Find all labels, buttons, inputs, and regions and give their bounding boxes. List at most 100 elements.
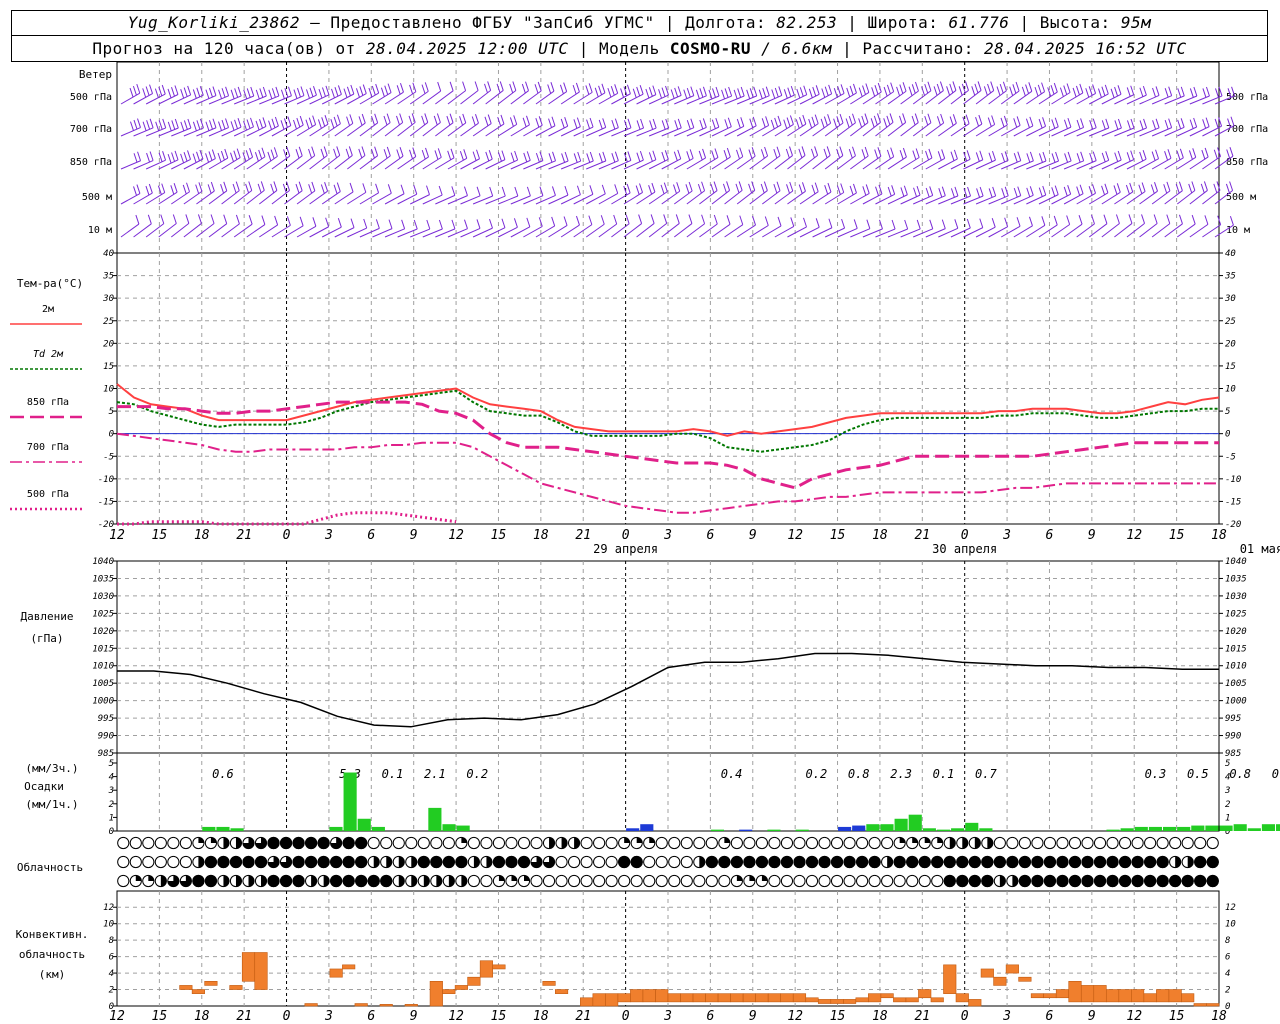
wind-barb-feather: [224, 148, 229, 159]
conv-cloud-bar: [329, 968, 343, 978]
wind-barb-feather: [196, 120, 201, 130]
wind-barb-feather: [721, 89, 726, 100]
wind-barb-feather: [534, 84, 539, 94]
wind-barb-staff: [208, 223, 228, 238]
wind-barb-feather: [1127, 120, 1131, 130]
wind-barb-feather: [207, 184, 212, 194]
cloud-fill-full: [1131, 855, 1144, 869]
cloud-symbol: [179, 836, 192, 850]
model-resolution: / 6.6км: [750, 39, 833, 58]
cloud-fill-partial: [411, 875, 417, 887]
wind-barb-feather: [864, 146, 869, 157]
wind-barb-feather: [874, 149, 879, 159]
wind-barb-feather: [1053, 82, 1058, 93]
wind-barb-feather: [187, 118, 192, 129]
wind-barb-feather: [1063, 186, 1068, 197]
conv-x-tick-label: 15: [830, 1009, 846, 1024]
cloud-fill-full: [355, 855, 368, 869]
wind-barb-feather: [476, 149, 480, 159]
wind-barb-staff: [1126, 223, 1145, 238]
wind-barb-feather: [1153, 214, 1158, 224]
wind-barb-feather: [799, 117, 803, 127]
cloud-symbol: [643, 874, 656, 888]
wind-barb-feather: [751, 181, 756, 191]
cloud-symbol: [1031, 836, 1044, 850]
conv-cloud-bar: [605, 993, 619, 1007]
pressure-tick-label-left: 1015: [92, 644, 114, 654]
wind-barb-feather: [661, 120, 666, 130]
temp-tick-label-left: 5: [109, 407, 114, 417]
cloud-fill-partial: [999, 875, 1006, 887]
pressure-tick-label-left: 1020: [92, 627, 114, 637]
wind-barb-feather: [1029, 116, 1034, 127]
wind-barb-feather: [198, 182, 203, 192]
wind-barb-staff: [963, 227, 983, 238]
cloud-fill-partial: [530, 856, 543, 868]
cloud-fill-partial: [235, 837, 242, 849]
wind-barb-staff: [1063, 223, 1083, 238]
wind-barb-feather: [396, 85, 401, 95]
wind-barb-feather: [411, 113, 416, 123]
wind-barb-feather: [1202, 88, 1207, 98]
wind-barb-feather: [1067, 151, 1072, 162]
wind-barb-feather: [1114, 152, 1119, 162]
cloud-fill-full: [229, 855, 243, 869]
wind-barb-feather: [965, 81, 969, 91]
wind-barb-feather: [257, 183, 262, 194]
wind-barb-staff: [573, 224, 593, 238]
precip-3h-sum: 0.4: [721, 767, 743, 781]
cloud-fill-full: [705, 855, 718, 869]
wind-level-label-left: 850 гПа: [70, 157, 112, 168]
conv-x-tick-label: 0: [961, 1009, 969, 1024]
wind-barb-feather: [620, 88, 625, 98]
cloud-fill-partial: [724, 837, 730, 843]
wind-barb-feather: [575, 82, 580, 93]
wind-barb-feather: [158, 152, 163, 162]
wind-barb-feather: [221, 119, 226, 130]
rain-bar: [216, 826, 230, 831]
cloud-fill-full: [1106, 855, 1119, 869]
wind-barb-feather: [345, 148, 350, 159]
temp-tick-label-right: 30: [1224, 294, 1236, 304]
wind-barb-feather: [270, 183, 275, 194]
wind-barb-staff: [711, 223, 731, 238]
cloud-symbol: [392, 836, 405, 850]
wind-barb-feather: [235, 214, 240, 225]
wind-barb-feather: [298, 181, 303, 191]
cloud-fill-partial: [574, 837, 580, 849]
wind-barb-feather: [787, 87, 792, 97]
wind-barb-feather: [311, 181, 316, 192]
wind-barb-feather: [167, 153, 172, 164]
wind-barb-feather: [1101, 185, 1106, 195]
wind-barb-feather: [1225, 183, 1230, 194]
wind-barb-feather: [408, 115, 413, 126]
temp-tick-label-right: -5: [1225, 452, 1236, 462]
wind-barb-feather: [950, 188, 955, 198]
conv-x-tick-label: 3: [663, 1009, 672, 1024]
wind-barb-feather: [1116, 183, 1121, 193]
wind-barb-feather: [758, 89, 763, 99]
cloud-fill-full: [830, 855, 844, 869]
wind-barb-feather: [413, 219, 418, 230]
wind-barb-staff: [975, 226, 996, 238]
calc-time: 28.04.2025 16:52 UTC: [984, 39, 1187, 58]
wind-barb-staff: [925, 228, 946, 238]
cloud-fill-full: [1144, 855, 1157, 869]
wind-barb-feather: [849, 185, 854, 196]
cloud-symbol: [1068, 836, 1082, 850]
wind-barb-feather: [614, 184, 619, 194]
wind-barb-feather: [162, 118, 167, 129]
wind-barb-feather: [261, 215, 266, 225]
wind-barb-feather: [409, 149, 413, 159]
wind-barb-feather: [632, 88, 637, 98]
wind-barb-feather: [1154, 182, 1158, 192]
cloud-fill-partial: [924, 837, 931, 843]
precip-tick-label-left: 2: [109, 800, 114, 810]
wind-barb-feather: [424, 113, 429, 123]
conv-cloud-bar: [843, 999, 857, 1004]
temp-x-tick-label: 15: [830, 528, 846, 543]
cloud-symbol: [693, 836, 706, 850]
wind-barb-feather: [497, 116, 502, 127]
pressure-tick-label-left: 1010: [92, 662, 114, 672]
model-name: COSMO-RU: [669, 39, 751, 58]
